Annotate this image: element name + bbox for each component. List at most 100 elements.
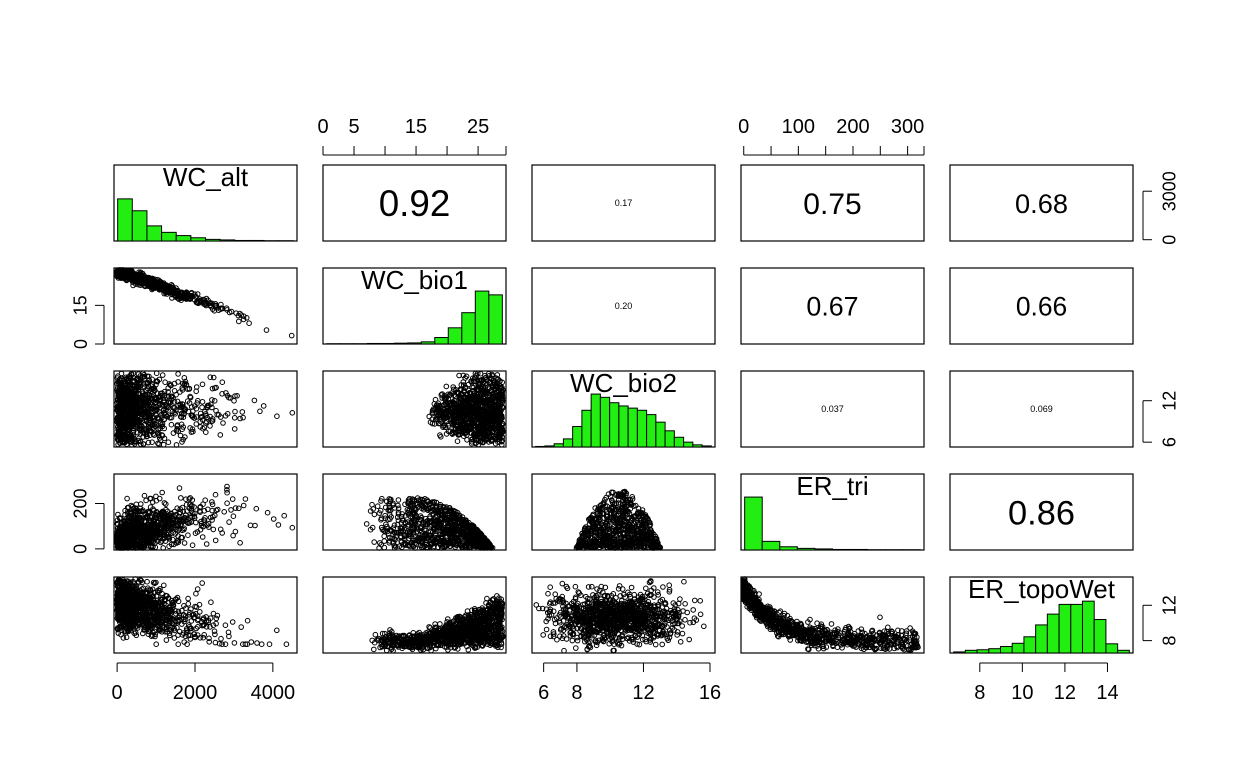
hist-bar-WC_bio1-7 bbox=[420, 341, 436, 345]
hist-bar-WC_bio2-16 bbox=[683, 441, 694, 448]
point bbox=[224, 489, 230, 496]
hist-bar-ER_topoWet-11 bbox=[1081, 600, 1095, 654]
hist-bar-WC_bio1-6 bbox=[407, 342, 422, 345]
point bbox=[217, 432, 224, 438]
point bbox=[391, 522, 398, 529]
histogram-WC_alt bbox=[117, 198, 294, 242]
hist-bar-ER_topoWet-14 bbox=[1117, 649, 1130, 654]
point bbox=[207, 423, 213, 429]
hist-bar-ER_topoWet-4 bbox=[1000, 646, 1013, 654]
hist-bar-WC_bio2-3 bbox=[562, 438, 574, 448]
point bbox=[168, 421, 175, 428]
hist-bar-WC_alt-2 bbox=[146, 225, 163, 242]
point bbox=[183, 496, 189, 503]
hist-bar-WC_alt-3 bbox=[161, 231, 177, 242]
variable-label-ER_tri: ER_tri bbox=[796, 471, 868, 501]
correlation-r2-c3: 0.037 bbox=[821, 404, 844, 414]
point bbox=[230, 513, 237, 520]
point bbox=[176, 296, 182, 302]
point bbox=[275, 522, 282, 528]
point bbox=[199, 534, 206, 540]
point bbox=[281, 512, 288, 519]
point bbox=[224, 500, 230, 507]
point bbox=[159, 372, 166, 378]
panel-frame-r2-c1 bbox=[322, 370, 507, 448]
point bbox=[240, 316, 247, 323]
correlation-r1-c4: 0.66 bbox=[1016, 292, 1067, 322]
panel-frame-r3-c0 bbox=[113, 473, 298, 551]
point bbox=[381, 544, 388, 551]
hist-bar-WC_alt-0 bbox=[117, 198, 133, 242]
point bbox=[143, 497, 149, 504]
hist-bar-WC_bio1-12 bbox=[488, 294, 503, 345]
point bbox=[289, 524, 296, 531]
point bbox=[229, 496, 236, 502]
point bbox=[212, 491, 219, 498]
panel-frame-r1-c2 bbox=[531, 267, 716, 345]
hist-bar-WC_bio2-11 bbox=[636, 409, 648, 448]
point bbox=[138, 501, 144, 507]
hist-bar-ER_tri-6 bbox=[849, 548, 869, 551]
panel-frame-r0-c4 bbox=[949, 164, 1134, 242]
point bbox=[243, 315, 250, 321]
hist-bar-ER_topoWet-0 bbox=[953, 651, 966, 654]
point bbox=[193, 294, 199, 300]
point bbox=[381, 533, 388, 540]
point bbox=[194, 291, 201, 297]
histogram-WC_bio2 bbox=[535, 393, 712, 448]
hist-bar-WC_bio2-7 bbox=[599, 396, 611, 448]
point bbox=[162, 379, 168, 386]
point bbox=[426, 413, 433, 420]
correlation-r3-c4: 0.86 bbox=[1008, 494, 1075, 532]
point bbox=[242, 496, 249, 502]
panel-frame-r0-c1 bbox=[322, 164, 507, 242]
point bbox=[232, 408, 238, 415]
point bbox=[240, 414, 246, 421]
point bbox=[199, 399, 206, 405]
hist-bar-ER_tri-1 bbox=[761, 540, 781, 551]
panel-frame-r1-c4 bbox=[949, 267, 1134, 345]
hist-bar-ER_topoWet-9 bbox=[1058, 603, 1072, 654]
point bbox=[252, 522, 258, 529]
point bbox=[233, 310, 239, 317]
hist-bar-WC_bio2-4 bbox=[572, 425, 583, 448]
hist-bar-ER_topoWet-10 bbox=[1070, 603, 1083, 654]
panel-frame-r3-c4 bbox=[949, 473, 1134, 551]
point bbox=[274, 413, 280, 420]
point bbox=[223, 305, 230, 312]
variable-label-WC_alt: WC_alt bbox=[163, 162, 249, 192]
hist-bar-WC_bio2-5 bbox=[581, 409, 592, 448]
point bbox=[239, 409, 246, 415]
scatter-WC_bio2-vs-WC_alt bbox=[114, 370, 296, 448]
panel-frame-r2-c4 bbox=[949, 370, 1134, 448]
point bbox=[191, 291, 198, 298]
hist-bar-WC_bio1-10 bbox=[461, 312, 476, 345]
point bbox=[185, 532, 191, 539]
hist-bar-ER_topoWet-5 bbox=[1011, 642, 1025, 654]
histogram-ER_tri bbox=[744, 496, 921, 551]
hist-bar-ER_topoWet-8 bbox=[1046, 613, 1060, 654]
point bbox=[264, 509, 271, 516]
point bbox=[210, 526, 217, 533]
point bbox=[374, 503, 381, 510]
point bbox=[118, 370, 125, 377]
hist-bar-ER_tri-0 bbox=[744, 496, 763, 551]
histogram-ER_topoWet bbox=[953, 600, 1130, 654]
point bbox=[178, 495, 184, 501]
panel-frame-r1-c0 bbox=[113, 267, 298, 345]
panel-frame-r2-c0 bbox=[113, 370, 298, 448]
hist-bar-WC_bio2-15 bbox=[673, 436, 685, 448]
point bbox=[224, 483, 230, 490]
point bbox=[260, 403, 267, 409]
point bbox=[371, 511, 378, 518]
hist-bar-ER_topoWet-12 bbox=[1093, 619, 1107, 654]
point bbox=[236, 318, 242, 325]
point bbox=[189, 542, 196, 549]
point bbox=[454, 438, 461, 445]
point bbox=[141, 492, 148, 499]
hist-bar-ER_tri-3 bbox=[796, 547, 816, 551]
hist-bar-WC_bio1-11 bbox=[474, 290, 490, 345]
hist-bar-WC_alt-1 bbox=[131, 210, 148, 242]
hist-bar-ER_tri-2 bbox=[779, 546, 798, 551]
point bbox=[193, 519, 199, 526]
